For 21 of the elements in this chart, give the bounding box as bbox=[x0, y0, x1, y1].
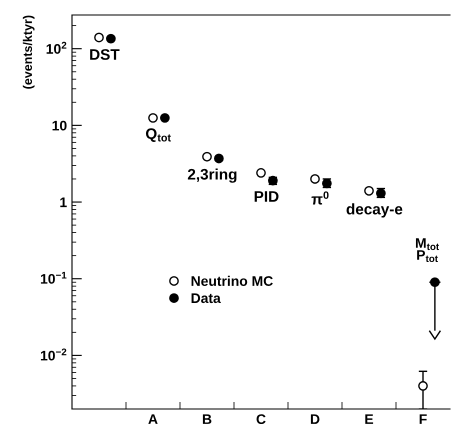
annotation: PID bbox=[254, 191, 278, 202]
x-tick-label: A bbox=[148, 414, 158, 424]
x-tick-label: B bbox=[202, 414, 212, 424]
annotation: 2,3ring bbox=[188, 168, 236, 183]
y-axis-title: (events/ktyr) bbox=[22, 16, 34, 89]
x-tick-label: D bbox=[310, 414, 320, 424]
y-tick-label: 1 bbox=[60, 198, 67, 208]
x-tick-label: F bbox=[420, 414, 427, 424]
annotation: π$^{0}$ bbox=[312, 191, 329, 205]
x-tick-label: E bbox=[365, 414, 374, 424]
legend-label: Data bbox=[192, 293, 221, 304]
annotation: M$_{tot}$ P$_{tot}$ bbox=[416, 238, 440, 262]
y-tick-label: 10$^{−2}$ bbox=[40, 348, 66, 361]
annotation: DST bbox=[90, 49, 120, 60]
y-tick-label: 10 bbox=[52, 120, 67, 131]
x-tick-label: C bbox=[256, 414, 266, 424]
annotation: Q$_{tot}$ bbox=[146, 128, 171, 142]
y-tick-label: 10$^{−1}$ bbox=[40, 272, 66, 284]
annotation: decay-e bbox=[346, 203, 402, 218]
y-tick-label: 10$^{2}$ bbox=[46, 42, 66, 54]
legend-label: Neutrino MC bbox=[192, 276, 273, 286]
